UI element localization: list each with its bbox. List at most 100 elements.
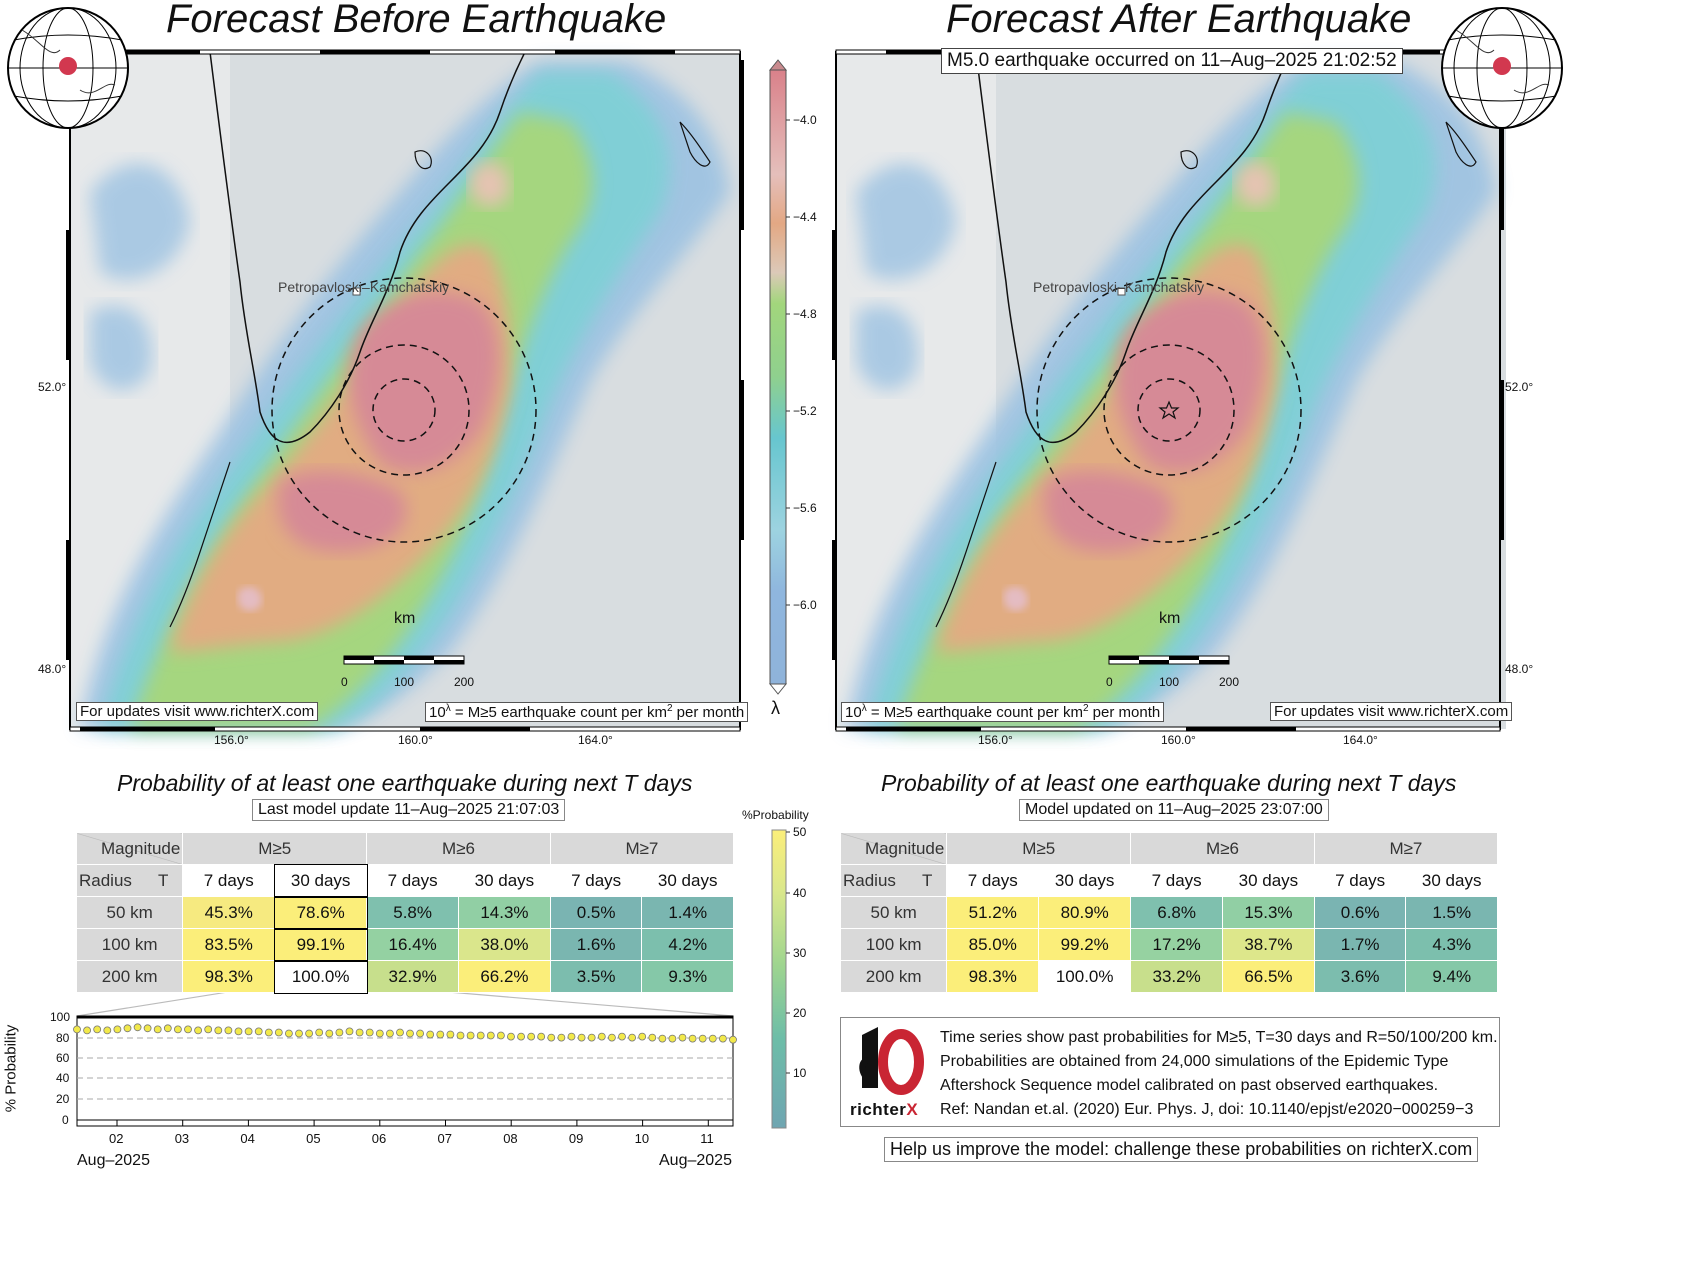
period-header: 30 days <box>458 864 551 897</box>
left-lon-tick: 160.0° <box>398 733 433 747</box>
left-updates-link[interactable]: For updates visit www.richterX.com <box>76 702 319 721</box>
timeseries-point <box>496 1031 505 1040</box>
timeseries-point <box>608 1033 616 1042</box>
prob-cell: 0.6% <box>1313 896 1407 929</box>
timeseries-point <box>345 1027 354 1036</box>
timeseries-point <box>234 1027 243 1036</box>
prob-cell: 98.3% <box>946 960 1040 993</box>
left-scale-tick: 100 <box>394 675 415 689</box>
colorbar-tick: −4.4 <box>793 210 817 224</box>
right-lon-tick: 160.0° <box>1161 733 1196 747</box>
credits-box <box>840 1017 1500 1127</box>
credits-line: Time series show past probabilities for … <box>940 1029 1498 1046</box>
period-header: 7 days <box>366 864 460 897</box>
right-lat-tick: 48.0° <box>1505 662 1534 676</box>
left-lat-tick: 48.0° <box>38 662 67 676</box>
left-scale-tick: 200 <box>454 675 475 689</box>
timeseries-point <box>284 1029 293 1038</box>
right-updates-link[interactable]: For updates visit www.richterX.com <box>1270 702 1513 721</box>
timeseries-ytick: 40 <box>56 1071 70 1085</box>
timeseries-point <box>274 1028 283 1037</box>
left-lon-tick: 164.0° <box>578 733 613 747</box>
radius-label: 50 km <box>75 896 184 929</box>
timeseries-xtick-label: 11 <box>700 1131 714 1146</box>
prob-cell: 4.2% <box>641 928 734 961</box>
timeseries-point <box>628 1033 636 1042</box>
event-label: M5.0 earthquake occurred on 11–Aug–2025 … <box>941 48 1403 74</box>
period-header: 7 days <box>182 864 276 897</box>
timeseries-point <box>436 1030 445 1039</box>
timeseries-ytick: 0 <box>62 1113 69 1127</box>
timeseries-point <box>83 1026 91 1035</box>
radius-label: 100 km <box>75 928 184 961</box>
timeseries-xtick-label: 02 <box>109 1131 124 1146</box>
timeseries-point <box>254 1027 263 1036</box>
prob-cell: 38.7% <box>1222 928 1315 961</box>
prob-cell: 99.1% <box>273 927 368 962</box>
left-km-label: km <box>394 610 416 627</box>
timeseries-point <box>365 1028 374 1037</box>
left-legend-note: 10λ = M≥5 earthquake count per km2 per m… <box>425 702 749 722</box>
timeseries-point <box>113 1025 122 1034</box>
timeseries-xtick-label: 04 <box>240 1131 255 1146</box>
colorbar-tick: −4.0 <box>793 113 817 127</box>
radius-t-header: Radius T <box>839 864 948 897</box>
mag-header: M≥5 <box>182 832 368 865</box>
radius-label: 200 km <box>75 960 184 993</box>
timeseries-point <box>396 1028 404 1037</box>
left-lat-tick: 52.0° <box>38 380 67 394</box>
probability-colorbar <box>771 829 790 1129</box>
right-legend-note: 10λ = M≥5 earthquake count per km2 per m… <box>841 702 1165 722</box>
timeseries-xtick-label: 08 <box>503 1131 518 1146</box>
prob-colorbar-tick: 10 <box>793 1066 807 1080</box>
left-map-frame-ticks <box>66 49 744 732</box>
prob-cell: 98.3% <box>182 960 276 993</box>
timeseries-point <box>527 1032 536 1041</box>
prob-cell: 9.4% <box>1405 960 1498 993</box>
left-lon-tick: 156.0° <box>214 733 249 747</box>
credits-line: Ref: Nandan et.al. (2020) Eur. Phys. J, … <box>940 1101 1474 1118</box>
timeseries-xtick-label: 09 <box>568 1131 584 1146</box>
richterx-logo-text: richterX <box>850 1100 919 1119</box>
colorbar-tick: −5.2 <box>793 404 817 418</box>
right-scale-tick: 200 <box>1219 675 1240 689</box>
mag-header: M≥6 <box>366 832 551 865</box>
prob-cell: 15.3% <box>1222 896 1315 929</box>
left-globe-icon <box>7 7 129 129</box>
timeseries-point <box>385 1029 394 1038</box>
left-scale-tick: 0 <box>341 675 348 689</box>
prob-cell: 0.5% <box>549 896 643 929</box>
timeseries-xtick-label: 05 <box>306 1131 321 1146</box>
timeseries-point <box>264 1028 273 1037</box>
prob-cell: 1.4% <box>641 896 734 929</box>
right-km-label: km <box>1159 610 1181 627</box>
prob-cell: 4.3% <box>1405 928 1498 961</box>
timeseries-start-label: Aug–2025 <box>77 1152 150 1169</box>
timeseries-point <box>194 1026 203 1035</box>
prob-cell: 16.4% <box>366 928 460 961</box>
lambda-colorbar <box>768 59 790 695</box>
timeseries-point <box>173 1025 182 1034</box>
prob-colorbar-label: %Probability <box>742 808 809 822</box>
help-link[interactable]: Help us improve the model: challenge the… <box>884 1137 1479 1162</box>
magnitude-header: Magnitude <box>75 832 184 865</box>
timeseries-point <box>698 1034 707 1043</box>
timeseries-point <box>688 1034 697 1043</box>
timeseries-point <box>295 1029 303 1038</box>
period-header: 7 days <box>1313 864 1407 897</box>
timeseries-point <box>224 1026 233 1035</box>
credits-line: Probabilities are obtained from 24,000 s… <box>940 1053 1449 1070</box>
prob-cell: 1.6% <box>549 928 643 961</box>
prob-cell: 38.0% <box>458 928 551 961</box>
period-header: 7 days <box>1130 864 1224 897</box>
timeseries-point <box>103 1026 112 1035</box>
right-lon-tick: 164.0° <box>1343 733 1378 747</box>
timeseries-point <box>335 1028 344 1037</box>
timeseries-point <box>355 1028 364 1037</box>
credits-text: Time series show past probabilities for … <box>940 1026 1498 1122</box>
timeseries-point <box>507 1032 515 1041</box>
period-header: 7 days <box>549 864 643 897</box>
colorbar-tick: −4.8 <box>793 307 817 321</box>
radius-label: 100 km <box>839 928 948 961</box>
left-prob-title: Probability of at least one earthquake d… <box>117 770 693 796</box>
